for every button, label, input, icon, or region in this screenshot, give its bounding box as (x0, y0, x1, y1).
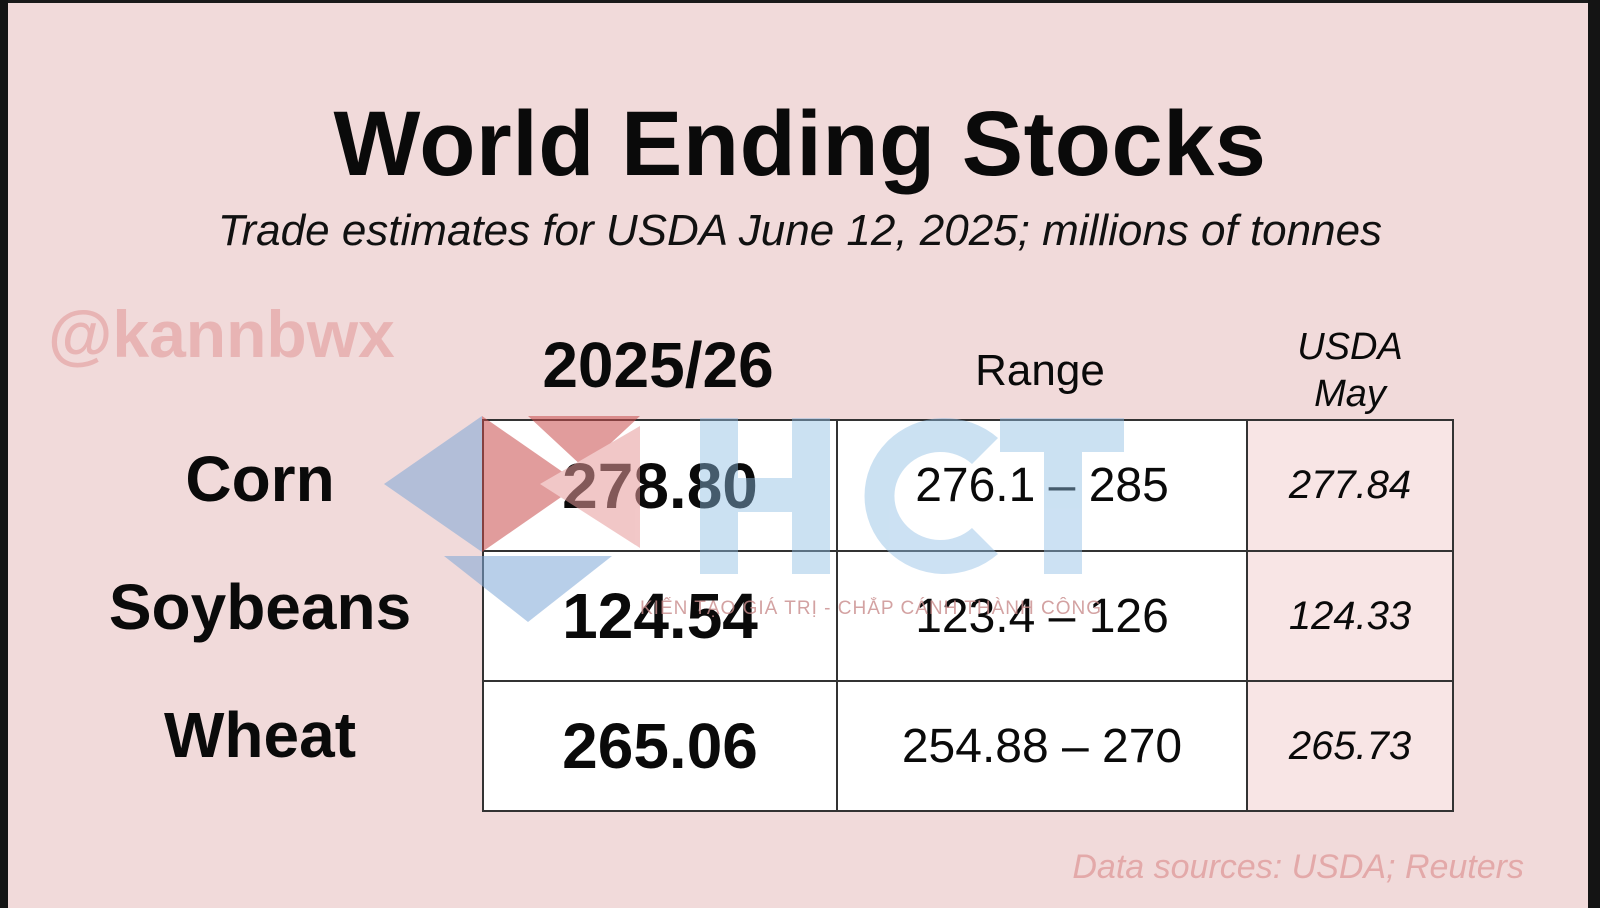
data-source-note: Data sources: USDA; Reuters (1072, 848, 1524, 886)
column-header-estimate: 2025/26 (542, 329, 774, 401)
table-cell-corn-estimate: 278.80 (484, 421, 836, 550)
table-cell-wheat-usda-may: 265.73 (1246, 680, 1452, 810)
chart-subtitle: Trade estimates for USDA June 12, 2025; … (217, 206, 1383, 255)
table-cell-soybeans-range: 123.4 – 126 (836, 550, 1246, 680)
column-header-usda-line1: USDA (1297, 326, 1403, 368)
row-label-soybeans: Soybeans (108, 571, 412, 643)
column-header-usda-may: USDA May (1246, 324, 1454, 418)
table-cell-corn-range: 276.1 – 285 (836, 421, 1246, 550)
data-table: 278.80 276.1 – 285 277.84 124.54 123.4 –… (482, 419, 1454, 812)
table-cell-soybeans-usda-may: 124.33 (1246, 550, 1452, 680)
chart-title: World Ending Stocks (333, 93, 1267, 195)
top-edge (0, 0, 1600, 3)
table-cell-soybeans-estimate: 124.54 (484, 550, 836, 680)
table-cell-wheat-estimate: 265.06 (484, 680, 836, 810)
column-header-range: Range (975, 346, 1105, 395)
table-cell-wheat-range: 254.88 – 270 (836, 680, 1246, 810)
table-cell-corn-usda-may: 277.84 (1246, 421, 1452, 550)
watermark-handle: @kannbwx (48, 297, 395, 371)
row-label-corn: Corn (185, 443, 335, 515)
row-label-wheat: Wheat (164, 699, 356, 771)
watermark-tagline: KIẾN TẠO GIÁ TRỊ - CHẮP CÁNH THÀNH CÔNG (640, 598, 1102, 619)
left-edge (0, 0, 8, 908)
column-header-usda-line2: May (1314, 373, 1386, 415)
right-edge (1588, 0, 1600, 908)
